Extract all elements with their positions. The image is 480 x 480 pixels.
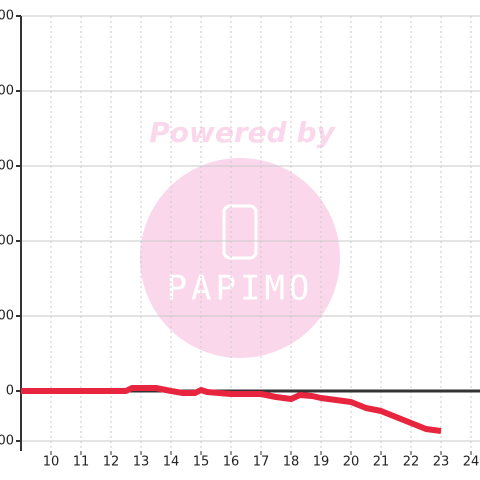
x-tick-label: 10 xyxy=(43,455,60,470)
data-line xyxy=(21,385,442,434)
y-tick-label: 0 xyxy=(6,384,14,399)
x-tick-label: 14 xyxy=(163,455,180,470)
x-tick-label: 11 xyxy=(73,455,90,470)
watermark-logo: PAPIMO xyxy=(167,269,314,309)
x-tick-label: 13 xyxy=(133,455,150,470)
y-tick-label: 30,000 xyxy=(0,309,14,324)
y-tick-label: 150,000 xyxy=(0,9,14,24)
y-tick-label: 90,000 xyxy=(0,159,14,174)
x-tick-label: 15 xyxy=(193,455,210,470)
watermark-icon xyxy=(222,204,258,260)
x-tick-label: 23 xyxy=(433,455,450,470)
x-tick-label: 17 xyxy=(253,455,270,470)
x-tick-label: 22 xyxy=(403,455,420,470)
x-tick-label: 21 xyxy=(373,455,390,470)
y-tick-label: -20,000 xyxy=(0,434,14,449)
y-tick-label: 60,000 xyxy=(0,234,14,249)
x-tick-label: 18 xyxy=(283,455,300,470)
x-tick-label: 16 xyxy=(223,455,240,470)
x-tick-label: 20 xyxy=(343,455,360,470)
watermark: Powered by PAPIMO xyxy=(140,116,340,358)
x-tick-label: 24 xyxy=(463,455,480,470)
watermark-text: Powered by xyxy=(149,116,336,149)
y-tick-label: 120,000 xyxy=(0,84,14,99)
x-tick-label: 19 xyxy=(313,455,330,470)
x-tick-label: 12 xyxy=(103,455,120,470)
